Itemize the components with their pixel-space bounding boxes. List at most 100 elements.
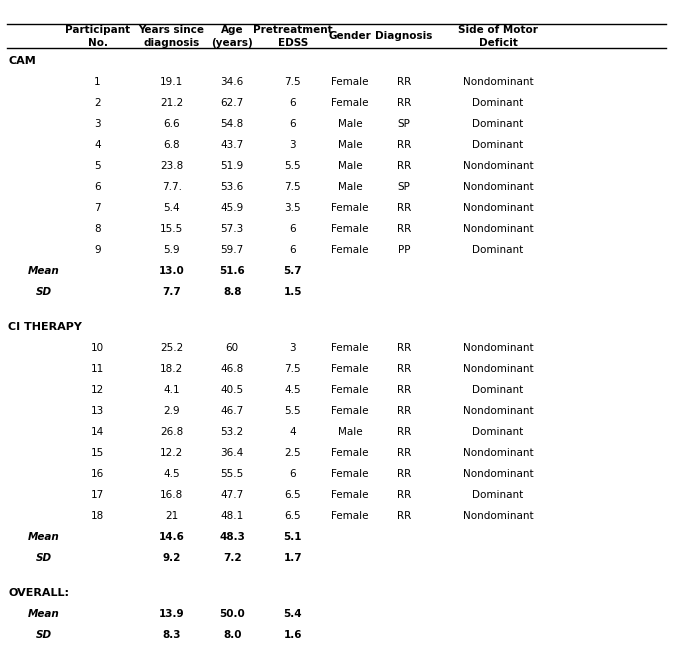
Text: 18.2: 18.2 (160, 364, 183, 374)
Text: 18: 18 (91, 511, 104, 521)
Text: Nondominant: Nondominant (463, 182, 533, 191)
Text: 7.7.: 7.7. (162, 182, 182, 191)
Text: Male: Male (338, 140, 362, 150)
Text: 6: 6 (289, 245, 296, 255)
Text: 34.6: 34.6 (221, 77, 244, 86)
Text: RR: RR (396, 469, 411, 479)
Text: Female: Female (331, 343, 369, 353)
Text: 6: 6 (289, 119, 296, 129)
Text: 1.6: 1.6 (283, 630, 302, 640)
Text: 5.5: 5.5 (285, 160, 301, 171)
Text: 53.2: 53.2 (221, 427, 244, 437)
Text: 4.1: 4.1 (164, 385, 180, 395)
Text: Years since
diagnosis: Years since diagnosis (139, 25, 205, 48)
Text: Female: Female (331, 203, 369, 213)
Text: Female: Female (331, 469, 369, 479)
Text: 7.2: 7.2 (223, 553, 242, 563)
Text: RR: RR (396, 160, 411, 171)
Text: CI THERAPY: CI THERAPY (8, 322, 82, 332)
Text: Participant
No.: Participant No. (65, 25, 130, 48)
Text: 13: 13 (91, 406, 104, 416)
Text: 57.3: 57.3 (221, 224, 244, 234)
Text: RR: RR (396, 490, 411, 500)
Text: Nondominant: Nondominant (463, 160, 533, 171)
Text: 7.7: 7.7 (162, 286, 181, 296)
Text: 1.5: 1.5 (283, 286, 302, 296)
Text: 12: 12 (91, 385, 104, 395)
Text: RR: RR (396, 203, 411, 213)
Text: 55.5: 55.5 (221, 469, 244, 479)
Text: 2.9: 2.9 (164, 406, 180, 416)
Text: Nondominant: Nondominant (463, 406, 533, 416)
Text: 46.8: 46.8 (221, 364, 244, 374)
Text: 13.9: 13.9 (159, 609, 184, 620)
Text: 7.5: 7.5 (285, 364, 301, 374)
Text: Female: Female (331, 448, 369, 458)
Text: 6: 6 (94, 182, 101, 191)
Text: Female: Female (331, 385, 369, 395)
Text: 48.1: 48.1 (221, 511, 244, 521)
Text: 53.6: 53.6 (221, 182, 244, 191)
Text: 4.5: 4.5 (164, 469, 180, 479)
Text: Female: Female (331, 98, 369, 108)
Text: 11: 11 (91, 364, 104, 374)
Text: Female: Female (331, 364, 369, 374)
Text: Male: Male (338, 427, 362, 437)
Text: 4: 4 (94, 140, 101, 150)
Text: RR: RR (396, 224, 411, 234)
Text: 7: 7 (94, 203, 101, 213)
Text: SD: SD (36, 553, 52, 563)
Text: RR: RR (396, 448, 411, 458)
Text: 1: 1 (94, 77, 101, 86)
Text: 25.2: 25.2 (160, 343, 183, 353)
Text: 6: 6 (289, 224, 296, 234)
Text: 2: 2 (94, 98, 101, 108)
Text: 6.8: 6.8 (164, 140, 180, 150)
Text: Nondominant: Nondominant (463, 77, 533, 86)
Text: RR: RR (396, 511, 411, 521)
Text: 5.4: 5.4 (164, 203, 180, 213)
Text: 7.5: 7.5 (285, 182, 301, 191)
Text: Diagnosis: Diagnosis (375, 31, 433, 42)
Text: RR: RR (396, 385, 411, 395)
Text: SD: SD (36, 630, 52, 640)
Text: Male: Male (338, 160, 362, 171)
Text: 45.9: 45.9 (221, 203, 244, 213)
Text: RR: RR (396, 427, 411, 437)
Text: 5.5: 5.5 (285, 406, 301, 416)
Text: 21: 21 (165, 511, 178, 521)
Text: 16.8: 16.8 (160, 490, 183, 500)
Text: 54.8: 54.8 (221, 119, 244, 129)
Text: RR: RR (396, 364, 411, 374)
Text: 10: 10 (91, 343, 104, 353)
Text: SP: SP (397, 119, 411, 129)
Text: 3.5: 3.5 (285, 203, 301, 213)
Text: 60: 60 (225, 343, 239, 353)
Text: 8.0: 8.0 (223, 630, 242, 640)
Text: Nondominant: Nondominant (463, 343, 533, 353)
Text: 1.7: 1.7 (283, 553, 302, 563)
Text: 8.3: 8.3 (162, 630, 181, 640)
Text: Dominant: Dominant (472, 119, 524, 129)
Text: OVERALL:: OVERALL: (8, 589, 69, 599)
Text: 14: 14 (91, 427, 104, 437)
Text: 26.8: 26.8 (160, 427, 183, 437)
Text: Dominant: Dominant (472, 490, 524, 500)
Text: SD: SD (36, 286, 52, 296)
Text: 59.7: 59.7 (221, 245, 244, 255)
Text: 23.8: 23.8 (160, 160, 183, 171)
Text: 51.6: 51.6 (219, 265, 245, 276)
Text: 8: 8 (94, 224, 101, 234)
Text: 21.2: 21.2 (160, 98, 183, 108)
Text: RR: RR (396, 343, 411, 353)
Text: Female: Female (331, 406, 369, 416)
Text: 8.8: 8.8 (223, 286, 242, 296)
Text: 12.2: 12.2 (160, 448, 183, 458)
Text: Dominant: Dominant (472, 245, 524, 255)
Text: Gender: Gender (328, 31, 371, 42)
Text: Nondominant: Nondominant (463, 448, 533, 458)
Text: 2.5: 2.5 (285, 448, 301, 458)
Text: SP: SP (397, 182, 411, 191)
Text: RR: RR (396, 98, 411, 108)
Text: 6.5: 6.5 (285, 511, 301, 521)
